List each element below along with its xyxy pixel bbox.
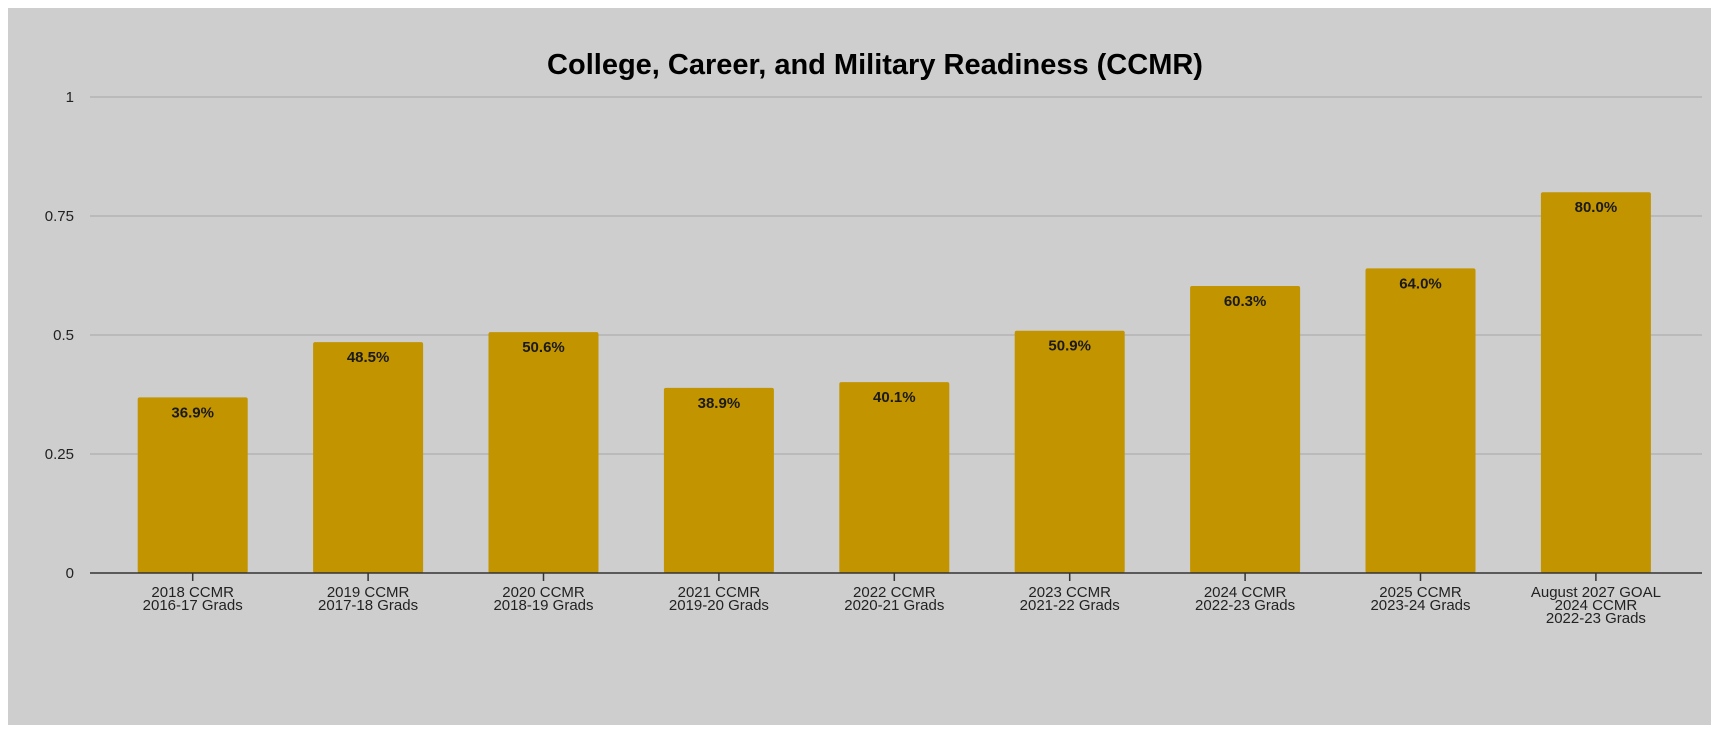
- y-tick-label: 0.5: [53, 327, 74, 344]
- data-label: 50.9%: [1048, 338, 1091, 355]
- data-label: 60.3%: [1224, 293, 1267, 310]
- bars: [137, 192, 1651, 573]
- chart-title: College, Career, and Military Readiness …: [547, 49, 1203, 81]
- x-tick-label: August 2027 GOAL 2024 CCMR 2022-23 Grads: [1531, 584, 1661, 627]
- bar: [1540, 192, 1651, 573]
- bar: [313, 342, 424, 573]
- x-axis: 2018 CCMR 2016-17 Grads 2019 CCMR 2017-18 G…: [90, 572, 1702, 627]
- bar: [1190, 285, 1301, 573]
- y-tick-label: 1: [66, 89, 74, 106]
- y-axis-ticks: 0 0.25 0.5 0.75 1: [45, 89, 74, 582]
- x-tick-label-line: 2023 CCMR: [1028, 584, 1111, 601]
- bar: [1014, 330, 1125, 573]
- bar: [488, 332, 599, 573]
- bar: [663, 387, 774, 573]
- bar: [839, 382, 950, 573]
- x-tick-label-line: 2016-17 Grads: [143, 597, 243, 614]
- data-label: 48.5%: [347, 349, 390, 366]
- x-tick-label-line: 2022-23 Grads: [1195, 597, 1295, 614]
- data-label: 64.0%: [1399, 275, 1442, 292]
- bar-chart: College, Career, and Military Readiness …: [45, 49, 1702, 627]
- x-tick-label-line: 2020-21 Grads: [844, 597, 944, 614]
- x-tick-label-line: August 2027 GOAL: [1531, 584, 1661, 601]
- x-tick-label-line: 2024 CCMR: [1555, 597, 1638, 614]
- x-tick-label-line: 2022-23 Grads: [1546, 610, 1646, 627]
- x-tick-label: 2022 CCMR 2020-21 Grads: [844, 584, 944, 614]
- data-label: 36.9%: [171, 404, 214, 421]
- x-tick-label: 2024 CCMR 2022-23 Grads: [1195, 584, 1295, 614]
- x-tick-label-line: 2017-18 Grads: [318, 597, 418, 614]
- x-tick-label: 2021 CCMR 2019-20 Grads: [669, 584, 769, 614]
- data-label: 38.9%: [698, 395, 741, 412]
- x-tick-label-line: 2025 CCMR: [1379, 584, 1462, 601]
- x-tick-label-line: 2020 CCMR: [502, 584, 585, 601]
- data-label: 80.0%: [1575, 199, 1618, 216]
- bar: [1365, 268, 1476, 573]
- x-tick-label-line: 2024 CCMR: [1204, 584, 1287, 601]
- x-tick-label-line: 2019-20 Grads: [669, 597, 769, 614]
- data-label: 50.6%: [522, 339, 565, 356]
- x-tick-label: 2023 CCMR 2021-22 Grads: [1020, 584, 1120, 614]
- x-tick-label-line: 2019 CCMR: [327, 584, 410, 601]
- bar: [137, 397, 248, 573]
- y-tick-label: 0: [66, 565, 74, 582]
- x-tick-label-line: 2023-24 Grads: [1370, 597, 1470, 614]
- x-tick-label: 2025 CCMR 2023-24 Grads: [1370, 584, 1470, 614]
- x-tick-label-line: 2021-22 Grads: [1020, 597, 1120, 614]
- x-tick-label-line: 2022 CCMR: [853, 584, 936, 601]
- data-labels: 36.9% 48.5% 50.6% 38.9% 40.1% 50.9% 60.3% 64.0%…: [171, 199, 1617, 421]
- x-tick-label-line: 2018-19 Grads: [493, 597, 593, 614]
- y-tick-label: 0.75: [45, 208, 74, 225]
- data-label: 40.1%: [873, 389, 916, 406]
- y-tick-label: 0.25: [45, 446, 74, 463]
- x-tick-label: 2019 CCMR 2017-18 Grads: [318, 584, 418, 614]
- x-tick-label-line: 2021 CCMR: [678, 584, 761, 601]
- chart-panel: College, Career, and Military Readiness …: [8, 8, 1711, 725]
- x-tick-label: 2020 CCMR 2018-19 Grads: [493, 584, 593, 614]
- x-tick-label: 2018 CCMR 2016-17 Grads: [143, 584, 243, 614]
- x-tick-label-line: 2018 CCMR: [151, 584, 234, 601]
